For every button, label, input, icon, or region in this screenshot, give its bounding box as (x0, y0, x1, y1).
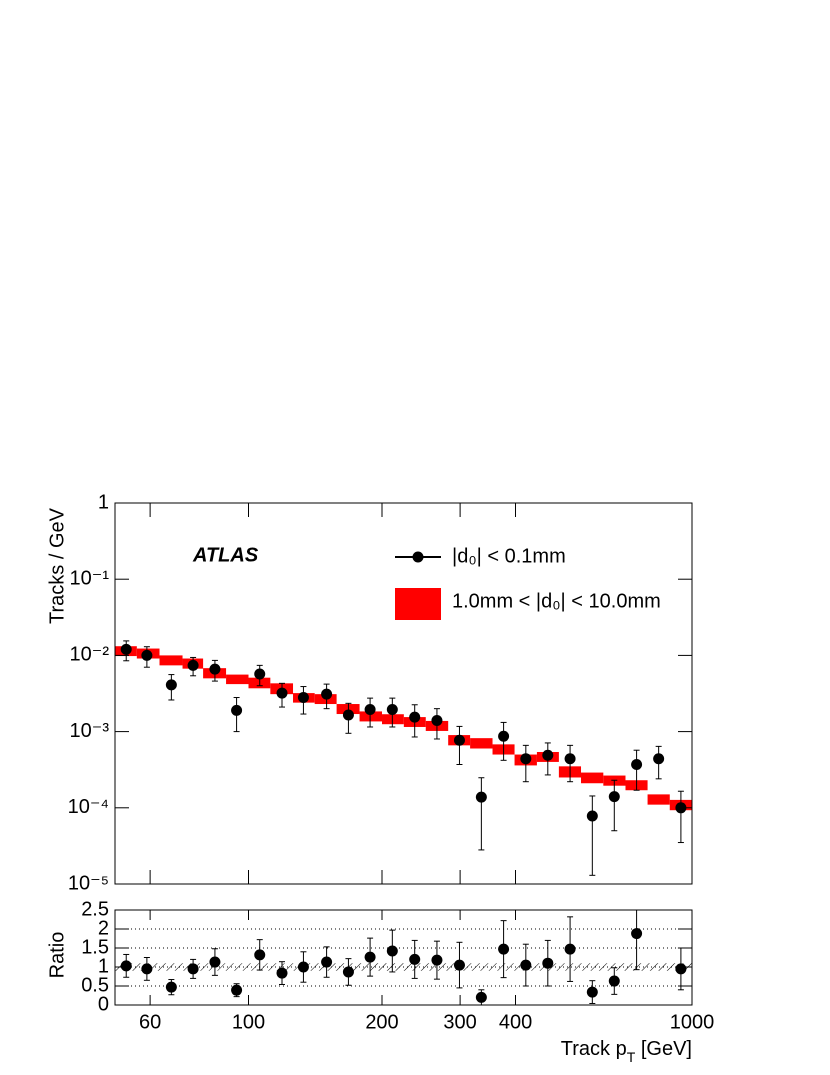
atlas-label: ATLAS (192, 544, 259, 566)
y-tick-label: 10⁻⁴ (68, 796, 109, 818)
legend-swatch (395, 588, 441, 620)
data-point (453, 959, 465, 971)
mc-band (470, 738, 493, 749)
data-point (165, 679, 177, 691)
data-point (321, 688, 333, 700)
reference-band (115, 963, 692, 971)
data-point (586, 986, 598, 998)
x-label-subscript: T (627, 1049, 636, 1065)
data-point (475, 991, 487, 1003)
data-point (542, 749, 554, 761)
mc-band (647, 794, 670, 805)
frame (114, 909, 693, 1006)
data-point (165, 981, 177, 993)
data-point (364, 703, 376, 715)
data-point (120, 960, 132, 972)
data-point (231, 704, 243, 716)
x-tick-label: 1000 (670, 1011, 715, 1033)
y-tick-label: 0.5 (81, 974, 109, 996)
data-point (586, 810, 598, 822)
x-axis-label: Track pT [GeV] (561, 1038, 692, 1064)
mc-band (581, 772, 604, 784)
plot-area (115, 640, 692, 876)
data-point (564, 753, 576, 765)
data-point (254, 949, 266, 961)
data-point (431, 954, 443, 966)
data-point (520, 753, 532, 765)
plot-area (115, 870, 692, 1005)
x-label-suffix: [GeV] (635, 1038, 692, 1060)
y-tick-label: 1.5 (81, 936, 109, 958)
y-tick-label: 2 (98, 917, 109, 939)
data-point (209, 956, 221, 968)
data-point (187, 963, 199, 975)
x-tick-label: 200 (365, 1011, 398, 1033)
data-point (209, 663, 221, 675)
data-point (631, 759, 643, 771)
x-label-text: Track p (561, 1038, 627, 1060)
y-tick-label: 10⁻² (70, 644, 110, 666)
y-axis-label: Tracks / GeV (46, 507, 68, 624)
data-point (276, 967, 288, 979)
y-tick-label: 0 (98, 993, 109, 1015)
legend-label: 1.0mm < |d₀| < 10.0mm (452, 590, 661, 612)
x-tick-label: 100 (232, 1011, 265, 1033)
ratio-y-axis-label: Ratio (46, 932, 68, 979)
data-point (254, 668, 266, 680)
data-point (475, 791, 487, 803)
y-tick-label: 10⁻⁵ (68, 872, 109, 894)
data-point (520, 959, 532, 971)
y-tick-label: 1 (98, 955, 109, 977)
mc-band (382, 714, 404, 725)
data-point (276, 687, 288, 699)
data-point (498, 943, 510, 955)
data-point (120, 643, 132, 655)
mc-band (226, 674, 249, 685)
data-point (564, 943, 576, 955)
y-tick-label: 10⁻³ (70, 720, 110, 742)
data-point (542, 957, 554, 969)
data-point (409, 711, 421, 723)
data-point (297, 961, 309, 973)
data-point (187, 659, 199, 671)
x-tick-label: 300 (443, 1011, 476, 1033)
y-tick-label: 10⁻¹ (70, 567, 110, 589)
data-point (141, 649, 153, 661)
frame (114, 502, 693, 885)
data-point (231, 984, 243, 996)
data-point (342, 966, 354, 978)
data-point (386, 703, 398, 715)
data-point (342, 709, 354, 721)
data-point (409, 953, 421, 965)
legend-label: |d₀| < 0.1mm (452, 545, 566, 567)
data-point (386, 945, 398, 957)
data-point (631, 928, 643, 940)
data-point (675, 963, 687, 975)
data-point (453, 734, 465, 746)
data-point (364, 951, 376, 963)
data-point (653, 753, 665, 765)
mc-band (359, 711, 383, 722)
x-tick-label: 400 (499, 1011, 532, 1033)
data-point (431, 714, 443, 726)
x-tick-label: 60 (139, 1011, 161, 1033)
data-point (141, 963, 153, 975)
y-tick-label: 2.5 (81, 898, 109, 920)
data-point (608, 975, 620, 987)
data-point (498, 730, 510, 742)
data-point (653, 870, 664, 881)
data-point (297, 692, 309, 704)
data-point (321, 956, 333, 968)
legend-swatch (412, 551, 424, 563)
data-point (608, 791, 620, 803)
y-tick-label: 1 (98, 491, 109, 513)
mc-band (159, 655, 183, 666)
